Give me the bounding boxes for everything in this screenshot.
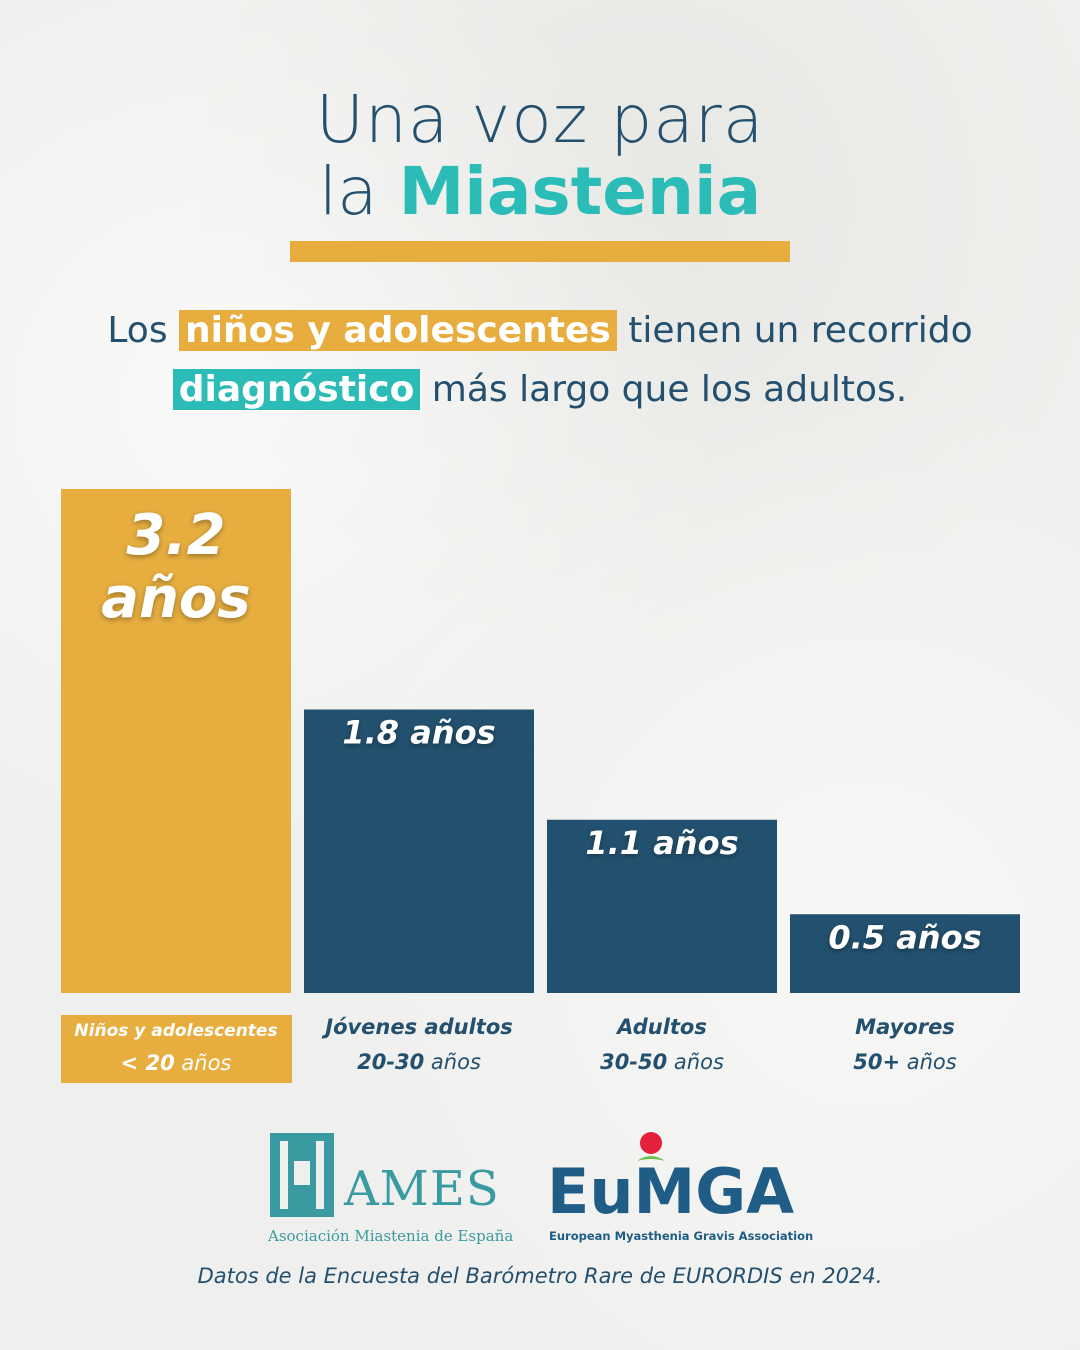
- category-range-unit-1: años: [424, 1050, 481, 1074]
- category-range-unit-0: años: [174, 1051, 232, 1075]
- bar-value-label-3: 0.5 años: [828, 918, 981, 956]
- eumga-logo: EuMGA European Myasthenia Gravis Associa…: [545, 1129, 815, 1253]
- bar-value-label-1: 1.8 años: [342, 714, 495, 752]
- eumga-subtitle: European Myasthenia Gravis Association: [549, 1229, 814, 1243]
- eumga-name: EuMGA: [547, 1155, 795, 1228]
- title-line-2-prefix: la: [318, 153, 378, 230]
- subtitle-highlight-diagnosis: diagnóstico: [172, 369, 421, 410]
- subtitle-line-2: diagnóstico más largo que los adultos.: [40, 364, 1040, 416]
- ames-name: AMES: [344, 1161, 500, 1217]
- highlight-category-box: [61, 1015, 292, 1083]
- source-footnote: Datos de la Encuesta del Barómetro Rare …: [197, 1264, 883, 1288]
- bar-2: [547, 819, 777, 993]
- title-line-1: Una voz para: [315, 81, 765, 158]
- bar-value-label-2: 1.1 años: [585, 824, 738, 862]
- bar-1: [304, 709, 534, 993]
- category-range-value-0: < 20: [120, 1051, 175, 1075]
- bar-value-label-0-unit: años: [101, 566, 250, 631]
- subtitle-text-3: más largo que los adultos.: [431, 369, 908, 410]
- bar-3: [790, 914, 1020, 993]
- category-range-unit-2: años: [667, 1050, 724, 1074]
- category-range-3: 50+ años: [790, 1045, 1020, 1079]
- category-name-3: Mayores: [855, 1015, 955, 1039]
- category-name-0: Niños y adolescentes: [74, 1021, 278, 1041]
- subtitle-line-1: Los niños y adolescentes tienen un recor…: [40, 305, 1040, 357]
- subtitle-text-1: Los: [107, 310, 168, 351]
- category-range-2: 30-50 años: [547, 1045, 777, 1079]
- category-range-1: 20-30 años: [304, 1045, 534, 1079]
- eumga-emblem-icon: [637, 1132, 665, 1161]
- ames-emblem-icon: [270, 1133, 334, 1217]
- category-name-1: Jóvenes adultos: [325, 1015, 513, 1039]
- title-line-2: la Miastenia: [0, 152, 1080, 232]
- category-range-value-2: 30-50: [600, 1050, 668, 1074]
- category-range-value-3: 50+: [853, 1050, 901, 1074]
- title-highlight: Miastenia: [398, 153, 762, 230]
- title-underline: [290, 241, 790, 262]
- ames-logo: AMES Asociación Miastenia de España: [268, 1133, 513, 1253]
- category-range-value-1: 20-30: [357, 1050, 425, 1074]
- bar-value-label-0: 3.2: [126, 503, 225, 568]
- category-name-2: Adultos: [617, 1015, 707, 1039]
- subtitle-highlight-children: niños y adolescentes: [179, 310, 617, 351]
- ames-subtitle: Asociación Miastenia de España: [268, 1227, 514, 1245]
- subtitle-text-2: tienen un recorrido: [628, 310, 973, 351]
- category-range-0: < 20 años: [61, 1046, 291, 1080]
- logos: AMES Asociación Miastenia de España EuMG…: [0, 1125, 1080, 1255]
- bar-0: [61, 489, 291, 993]
- category-range-unit-3: años: [900, 1050, 957, 1074]
